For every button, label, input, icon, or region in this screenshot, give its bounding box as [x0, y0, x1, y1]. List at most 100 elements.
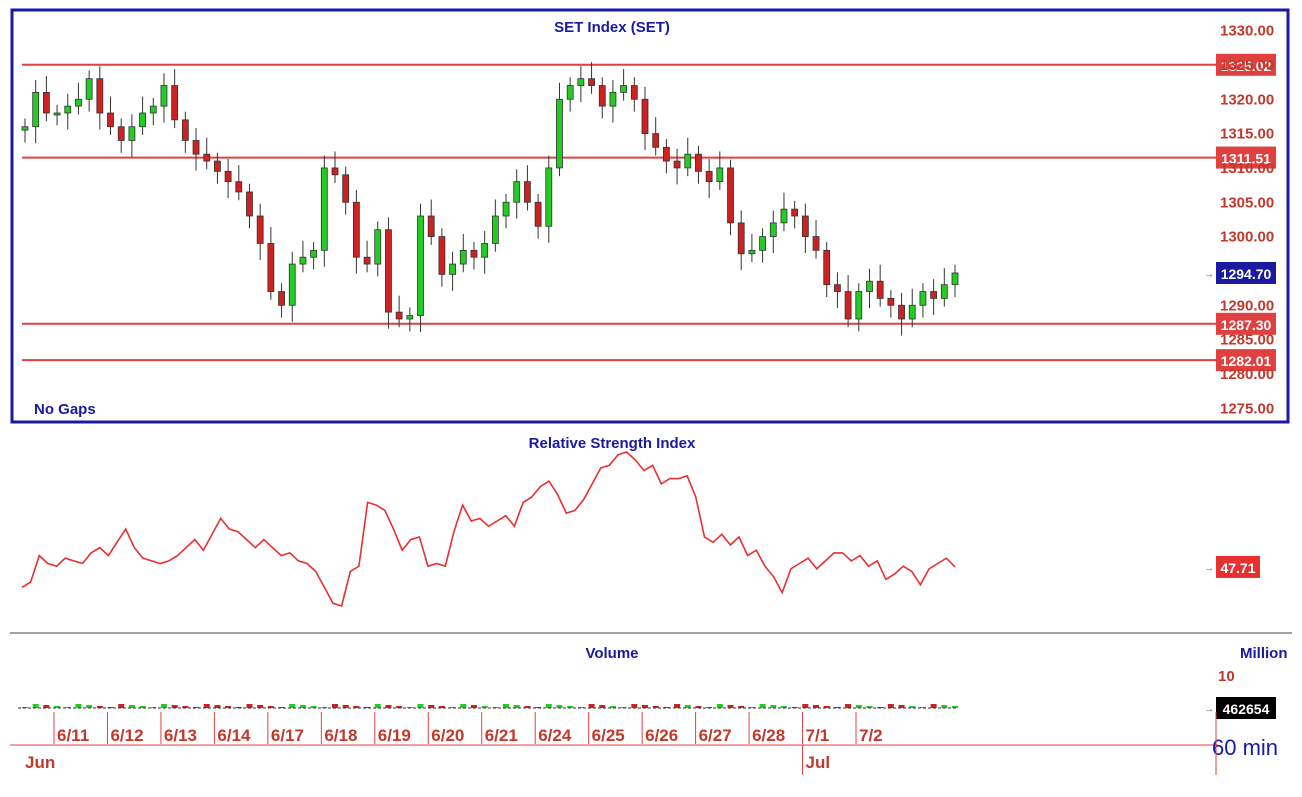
volume-bar [738, 706, 745, 708]
day-label: 7/1 [806, 726, 830, 745]
candle-down [641, 98, 649, 135]
price-pointer-icon: → [1204, 269, 1214, 280]
candles [21, 62, 959, 336]
level-label: 1282.01 [1221, 353, 1272, 369]
volume-bar [118, 704, 125, 708]
price-tick-label: 1330.00 [1220, 23, 1274, 40]
candle-up [620, 85, 628, 93]
day-label: 6/12 [110, 726, 143, 745]
level-badge [1216, 53, 1276, 76]
candle-down [246, 191, 253, 217]
volume-bar [674, 704, 681, 708]
volume-bar [203, 704, 210, 708]
candle-down [534, 201, 542, 227]
gaps-label: No Gaps [34, 401, 96, 418]
candle-up [556, 98, 563, 169]
candle-up [748, 249, 756, 255]
volume-bar [642, 705, 648, 708]
volume-bar [385, 705, 392, 708]
price-tick-label: 1305.00 [1220, 194, 1274, 211]
candle-down [834, 284, 841, 292]
volume-title: Volume [585, 645, 638, 662]
time-axis: 6/11 6/12 6/13 6/14 6/17 6/18 6/19 6/20 6/21 6/24… [25, 712, 1217, 775]
volume-bar [823, 706, 830, 708]
price-axis: 1330.00 1325.00 1320.00 1315.00 1310.00 1305.… [1204, 23, 1276, 417]
volume-bar [802, 704, 809, 708]
volume-bar [193, 707, 200, 708]
candle-down [427, 215, 435, 238]
candle-up [128, 126, 136, 141]
candle-up [21, 126, 29, 131]
price-tick-label: 1290.00 [1220, 297, 1274, 314]
volume-bar [54, 706, 61, 708]
volume-pointer-icon: → [1204, 704, 1214, 715]
candle-up [310, 249, 318, 258]
volume-bar [716, 704, 723, 708]
volume-bar [866, 706, 873, 708]
volume-bar [684, 705, 691, 708]
candle-down [727, 167, 734, 224]
candle-down [588, 78, 595, 86]
volume-bar [556, 705, 563, 708]
volume-bar [887, 704, 894, 708]
volume-bar [396, 706, 403, 708]
candle-down [363, 256, 371, 265]
candle-down [385, 229, 392, 313]
volume-bar [364, 707, 371, 708]
candle-down [342, 174, 350, 203]
volume-bar [374, 704, 381, 708]
rsi-title: Relative Strength Index [529, 435, 696, 452]
volume-bar [96, 706, 103, 708]
volume-bar [449, 707, 456, 708]
candle-down [278, 291, 285, 306]
candle-down [395, 311, 403, 320]
interval-label: 60 min [1212, 735, 1278, 760]
month-label: Jul [806, 753, 831, 772]
candle-up [951, 272, 959, 286]
volume-bar [267, 706, 274, 708]
volume-value-label: 462654 [1223, 701, 1270, 717]
volume-bar [470, 705, 477, 708]
volume-bar [139, 706, 146, 708]
day-label: 6/24 [538, 726, 572, 745]
volume-bar [813, 705, 820, 708]
volume-bar [32, 704, 39, 708]
volume-bar [353, 706, 360, 708]
candle-up [855, 291, 863, 320]
volume-bar [503, 704, 510, 708]
volume-bar [513, 705, 520, 708]
volume-bar [759, 704, 766, 708]
candle-up [513, 181, 521, 203]
candle-down [812, 236, 820, 251]
candle-up [406, 315, 414, 320]
candle-up [288, 263, 296, 306]
volume-scale-top: 10 [1218, 668, 1235, 685]
candle-up [481, 243, 489, 258]
rsi-series: → 47.71 [21, 451, 1260, 608]
volume-bar [930, 704, 937, 708]
day-label: 6/20 [431, 726, 464, 745]
candle-down [598, 85, 606, 107]
day-label: 6/11 [57, 726, 89, 745]
volume-bar [160, 704, 167, 708]
volume-bar [588, 704, 595, 708]
candle-down [235, 181, 243, 193]
day-label: 6/28 [752, 726, 785, 745]
volume-bar [545, 704, 552, 708]
candle-down [192, 140, 200, 155]
candle-down [117, 126, 125, 141]
volume-bar [481, 706, 488, 708]
volume-bar [75, 704, 82, 708]
volume-unit-label: Million [1240, 645, 1288, 662]
volume-bar [567, 706, 574, 708]
candle-up [684, 153, 692, 169]
candle-down [256, 215, 264, 244]
volume-bar [289, 704, 296, 708]
candle-down [844, 291, 852, 320]
volume-bar [182, 706, 189, 708]
candle-down [673, 160, 681, 169]
candle-down [107, 112, 114, 128]
level-label: 1325.02 [1221, 58, 1272, 74]
day-label: 6/14 [217, 726, 251, 745]
level-badge [1216, 349, 1276, 372]
